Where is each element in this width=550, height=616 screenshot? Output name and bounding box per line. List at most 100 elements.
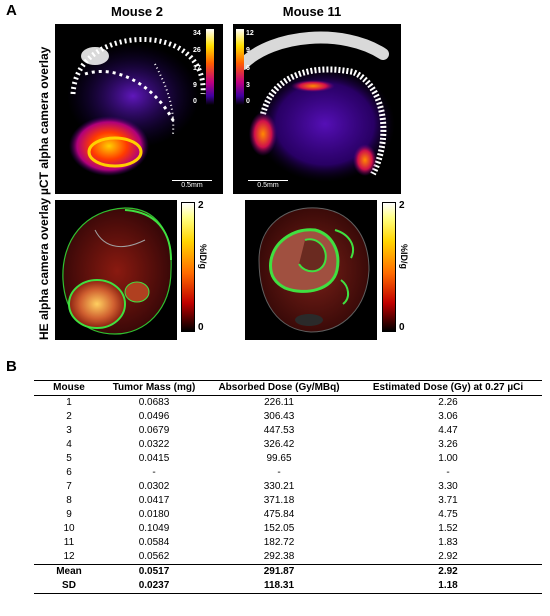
table-cell: 0.0562 <box>138 551 170 562</box>
ct-tick-label: 17 <box>193 65 201 72</box>
table-cell: 1 <box>66 397 72 408</box>
summary-row: Mean 0.0517 291.87 2.92 <box>34 564 542 579</box>
table-header-cell: Estimated Dose (Gy) at 0.27 µCi <box>354 380 542 396</box>
table-cell: 4.75 <box>438 509 458 520</box>
scale-bar-line <box>248 180 288 181</box>
panel-a-label: A <box>6 2 17 19</box>
table-cell: 0.0679 <box>138 425 170 436</box>
table-cell: 6 <box>66 467 72 478</box>
table-row: 5 0.0415 99.65 1.00 <box>34 452 542 466</box>
he-colorbar-min-mouse-11: 0 <box>399 322 405 333</box>
ct-tick-label: 0 <box>193 98 197 105</box>
ct-tick-label: 34 <box>193 30 201 37</box>
table-cell: - <box>446 467 450 478</box>
table-cell: 3 <box>66 425 72 436</box>
table-cell: - <box>152 467 156 478</box>
table-cell: 0.0322 <box>138 439 170 450</box>
scale-bar-line <box>172 180 212 181</box>
table-cell: 371.18 <box>263 495 295 506</box>
table-row: 8 0.0417 371.18 3.71 <box>34 494 542 508</box>
table-header-cell: Mouse <box>34 380 104 396</box>
ct-tick-label: 0 <box>246 98 250 105</box>
table-cell: 0.0415 <box>138 453 170 464</box>
table-row: 12 0.0562 292.38 2.92 <box>34 550 542 565</box>
table-row: 4 0.0322 326.42 3.26 <box>34 438 542 452</box>
table-header-cell: Absorbed Dose (Gy/MBq) <box>204 380 354 396</box>
table-cell: 1.83 <box>438 537 458 548</box>
table-cell: 0.0683 <box>138 397 170 408</box>
table-cell: 475.84 <box>263 509 295 520</box>
table-row: 3 0.0679 447.53 4.47 <box>34 424 542 438</box>
scale-bar-label: 0.5mm <box>257 182 279 189</box>
table-cell: 182.72 <box>263 537 295 548</box>
table-row: 6 - - - <box>34 466 542 480</box>
panel-b-label: B <box>6 358 17 375</box>
table-cell: 330.21 <box>263 481 295 492</box>
summary-cell: 2.92 <box>354 564 542 579</box>
ct-colorbar-mouse-11 <box>236 29 244 105</box>
table-cell: 1.00 <box>438 453 458 464</box>
summary-row: SD 0.0237 118.31 1.18 <box>34 579 542 594</box>
he-colorbar-min-mouse-2: 0 <box>198 322 204 333</box>
table-row: 7 0.0302 330.21 3.30 <box>34 480 542 494</box>
summary-cell: 0.0517 <box>104 564 204 579</box>
table-cell: 3.26 <box>438 439 458 450</box>
ct-tick-label: 3 <box>246 82 250 89</box>
table-cell: 0.0417 <box>138 495 170 506</box>
table-cell: 4 <box>66 439 72 450</box>
scale-bar-mouse-11: 0.5mm <box>248 180 288 189</box>
table-cell: 152.05 <box>263 523 295 534</box>
table-cell: 99.65 <box>266 453 292 464</box>
ct-tick-label: 26 <box>193 47 201 54</box>
table-cell: 0.0496 <box>138 411 170 422</box>
table-header-cell: Tumor Mass (mg) <box>104 380 204 396</box>
table-cell: 3.30 <box>438 481 458 492</box>
he-overlay-graphic-mouse-2 <box>62 207 172 335</box>
table-cell: 9 <box>66 509 72 520</box>
scale-bar-mouse-2: 0.5mm <box>172 180 212 189</box>
row-title-ct-overlay: µCT alpha camera overlay <box>37 46 51 195</box>
he-overlay-image-mouse-2 <box>55 200 177 340</box>
ct-tick-label: 12 <box>246 30 254 37</box>
table-row: 10 0.1049 152.05 1.52 <box>34 522 542 536</box>
ct-tick-label: 6 <box>246 65 250 72</box>
ct-overlay-image-mouse-11 <box>233 24 401 194</box>
table-cell: 11 <box>63 537 75 548</box>
scale-bar-label: 0.5mm <box>181 182 203 189</box>
table-cell: 0.0584 <box>138 537 170 548</box>
table-cell: 4.47 <box>438 425 458 436</box>
summary-cell: Mean <box>34 564 104 579</box>
table-row: 2 0.0496 306.43 3.06 <box>34 410 542 424</box>
table-cell: 306.43 <box>263 411 295 422</box>
table-cell: 0.1049 <box>138 523 170 534</box>
table-cell: 10 <box>63 523 75 534</box>
he-overlay-graphic-mouse-11 <box>258 207 370 333</box>
table-cell: 1.52 <box>438 523 458 534</box>
column-title-mouse-11: Mouse 11 <box>282 4 342 19</box>
he-colorbar-max-mouse-11: 2 <box>399 200 405 211</box>
table-cell: - <box>277 467 281 478</box>
table-cell: 226.11 <box>264 397 294 408</box>
table-cell: 2 <box>66 411 72 422</box>
summary-cell: SD <box>34 579 104 594</box>
table-cell: 5 <box>66 453 72 464</box>
ct-colorbar-mouse-2 <box>206 29 214 105</box>
he-colorbar-mouse-2 <box>181 202 195 332</box>
table-cell: 7 <box>66 481 72 492</box>
summary-cell: 0.0237 <box>104 579 204 594</box>
ct-tick-label: 9 <box>246 47 250 54</box>
table-cell: 2.26 <box>438 397 458 408</box>
table-cell: 2.92 <box>438 551 458 562</box>
he-colorbar-unit-mouse-11: %ID/g <box>399 244 409 270</box>
table-row: 1 0.0683 226.11 2.26 <box>34 396 542 411</box>
he-colorbar-max-mouse-2: 2 <box>198 200 204 211</box>
row-title-he-overlay: HE alpha camera overlay <box>37 197 51 340</box>
summary-cell: 118.31 <box>204 579 354 594</box>
column-title-mouse-2: Mouse 2 <box>110 4 163 19</box>
he-colorbar-mouse-11 <box>382 202 396 332</box>
ct-overlay-graphic-mouse-11 <box>237 31 395 182</box>
table-cell: 447.53 <box>263 425 295 436</box>
table-cell: 8 <box>66 495 72 506</box>
summary-cell: 1.18 <box>354 579 542 594</box>
table-cell: 3.06 <box>438 411 458 422</box>
